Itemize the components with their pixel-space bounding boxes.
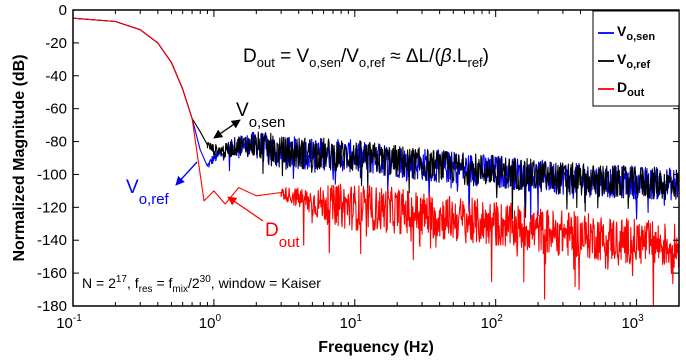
legend: Vo,sen Vo,ref Dout (592, 10, 680, 107)
annotation-vosen-arrow (213, 119, 241, 139)
annotation-dout: Dout (265, 220, 300, 251)
annotation-voref: Vo,ref (126, 177, 170, 208)
legend-label-vosen: Vo,sen (617, 23, 655, 43)
y-tick-label: -180 (37, 298, 67, 315)
x-tick-label: 10-1 (56, 313, 82, 332)
x-axis: 10-1 100 101 102 103 (56, 10, 680, 332)
y-tick-label: -20 (45, 35, 67, 52)
x-axis-label: Frequency (Hz) (318, 339, 434, 356)
y-tick-label: -60 (45, 101, 67, 118)
legend-label-dout: Dout (617, 79, 645, 99)
legend-box (592, 10, 680, 107)
y-tick-label: -120 (37, 199, 67, 216)
x-tick-label: 103 (621, 313, 644, 332)
equation-text: Dout = Vo,sen/Vo,ref ≈ ΔL/(β.Lref) (243, 46, 489, 70)
y-tick-label: 0 (59, 2, 67, 19)
annotation-dout-arrow (227, 196, 264, 222)
y-tick-label: -160 (37, 265, 67, 282)
annotation-voref-arrow (175, 161, 198, 186)
annotation-vosen: Vo,sen (236, 100, 285, 131)
sampling-note: N = 217, fres = fmix/230, window = Kaise… (82, 274, 321, 295)
y-tick-label: -100 (37, 166, 67, 183)
y-axis: 0 -20 -40 -60 -80 -100 -120 -140 -160 -180 (37, 2, 679, 315)
legend-label-voref: Vo,ref (617, 51, 651, 71)
x-tick-label: 101 (340, 313, 363, 332)
y-axis-label: Normalized Magnitude (dB) (11, 54, 28, 261)
x-tick-label: 102 (481, 313, 504, 332)
plot-frame (72, 9, 680, 307)
y-tick-label: -80 (45, 134, 67, 151)
series-layer (73, 17, 679, 306)
series-line-2 (73, 17, 679, 306)
x-tick-label: 100 (199, 313, 222, 332)
series-line-1 (73, 17, 679, 220)
y-tick-label: -140 (37, 232, 67, 249)
y-tick-label: -40 (45, 68, 67, 85)
